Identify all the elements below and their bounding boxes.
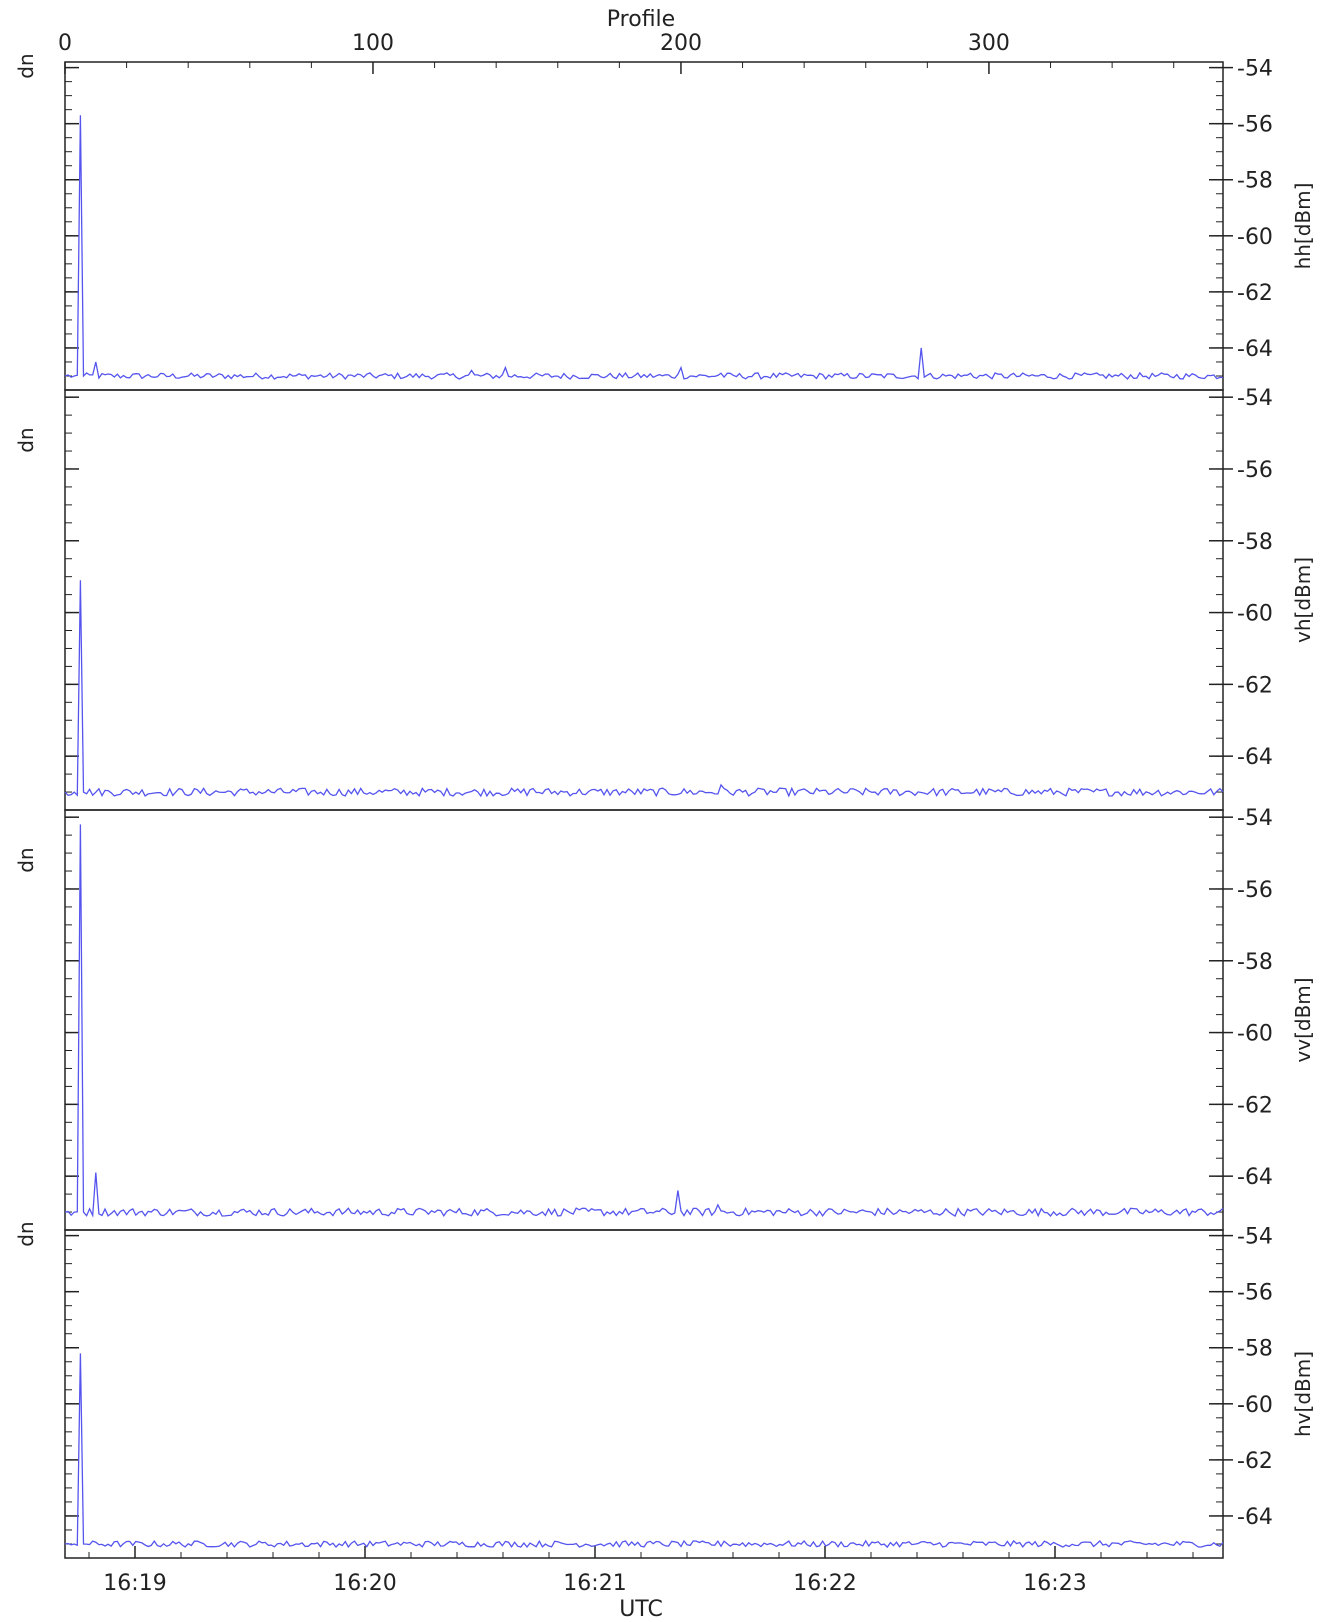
left-axis-label: up (17, 847, 41, 872)
right-axis-label: vh[dBm] (1291, 557, 1315, 643)
right-axis-label: vv[dBm] (1291, 977, 1315, 1062)
top-axis-tick-label: 100 (352, 31, 394, 56)
right-tick-label: -54 (1237, 1225, 1273, 1250)
right-tick-label: -58 (1237, 950, 1273, 975)
panels-group: -54-56-58-60-62-64uphh[dBm]-54-56-58-60-… (17, 53, 1315, 1559)
top-axis-tick-label: 300 (968, 31, 1010, 56)
right-tick-label: -56 (1237, 878, 1273, 903)
panel-3: -54 -56 -58 -60 -62 -64 up vv[dBm] (17, 806, 1315, 1231)
top-axis-title: Profile (607, 7, 675, 32)
right-tick-label: -56 (1237, 458, 1273, 483)
series-line (64, 580, 1224, 798)
series-line (64, 115, 1224, 381)
panel-frame (64, 1229, 1224, 1559)
right-tick-label: -56 (1237, 113, 1273, 138)
bottom-axis-tick-label: 16:20 (333, 1571, 396, 1596)
left-axis-label: up (17, 53, 41, 78)
right-tick-label: -62 (1237, 1449, 1273, 1474)
right-tick-label: -62 (1237, 281, 1273, 306)
left-axis-label: up (17, 427, 41, 452)
right-tick-label: -64 (1237, 1505, 1273, 1530)
panel-4: -54 -56 -58 -60 -62 -64 up hv[dBm] (17, 1221, 1315, 1559)
right-tick-label: -58 (1237, 169, 1273, 194)
series-line (64, 1353, 1224, 1549)
right-tick-label: -62 (1237, 673, 1273, 698)
right-tick-label: -62 (1237, 1093, 1273, 1118)
right-tick-label: -54 (1237, 57, 1273, 82)
bottom-axis-title: UTC (619, 1597, 663, 1622)
right-tick-label: -64 (1237, 745, 1273, 770)
left-axis-label: up (17, 1221, 41, 1246)
panel-2: -54 -56 -58 -60 -62 -64 up vh[dBm] (17, 386, 1315, 811)
right-tick-label: -60 (1237, 1022, 1273, 1047)
panel-frame (64, 61, 1224, 391)
right-tick-label: -64 (1237, 1165, 1273, 1190)
right-axis-label: hh[dBm] (1291, 183, 1315, 270)
right-axis-label: hv[dBm] (1291, 1351, 1315, 1437)
bottom-axis-tick-label: 16:23 (1023, 1571, 1086, 1596)
right-tick-label: -54 (1237, 806, 1273, 831)
right-tick-label: -58 (1237, 1337, 1273, 1362)
bottom-axis-tick-label: 16:19 (103, 1571, 166, 1596)
panel-1: -54 -56 -58 -60 -62 -64 up hh[dBm] (17, 53, 1315, 391)
panel-frame (64, 809, 1224, 1231)
right-tick-label: -54 (1237, 386, 1273, 411)
right-tick-label: -58 (1237, 530, 1273, 555)
bottom-axis-tick-label: 16:22 (793, 1571, 856, 1596)
bottom-axis-tick-label: 16:21 (563, 1571, 626, 1596)
right-tick-label: -60 (1237, 225, 1273, 250)
right-tick-label: -56 (1237, 1281, 1273, 1306)
right-tick-label: -64 (1237, 337, 1273, 362)
right-tick-label: -60 (1237, 602, 1273, 627)
panel-frame (64, 389, 1224, 811)
right-tick-label: -60 (1237, 1393, 1273, 1418)
series-line (64, 824, 1224, 1218)
top-axis-tick-label: 200 (660, 31, 702, 56)
top-axis-tick-label: 0 (58, 31, 72, 56)
